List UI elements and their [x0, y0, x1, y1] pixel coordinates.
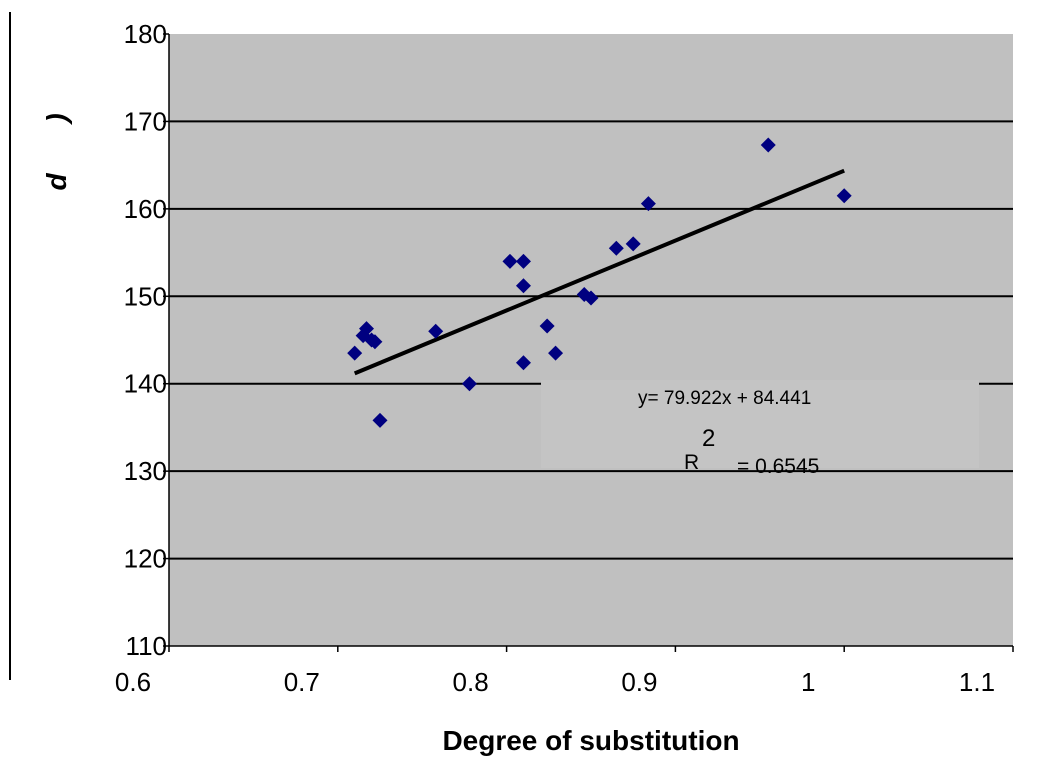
- x-tick-label: 0.6: [115, 667, 151, 697]
- y-tick-label: 110: [126, 631, 167, 661]
- r-squared-value: = 0.6545: [737, 455, 819, 478]
- r-squared-label: R: [684, 451, 699, 474]
- trendline: [353, 168, 845, 376]
- x-tick-label: 0.7: [284, 667, 320, 697]
- plot-area: [169, 34, 1013, 646]
- x-axis-title: Degree of substitution: [442, 725, 739, 756]
- data-point: [836, 188, 852, 204]
- data-point: [625, 236, 641, 252]
- y-tick-label: 120: [124, 544, 167, 574]
- data-point: [640, 196, 656, 212]
- x-tick-label: 1.1: [959, 667, 995, 697]
- data-point: [515, 253, 531, 269]
- data-point: [502, 253, 518, 269]
- data-point: [367, 334, 383, 350]
- y-axis-ticks: 110 120 130 140 150 160 170 180: [124, 19, 169, 661]
- data-point: [515, 278, 531, 294]
- trendline-group: [353, 168, 845, 376]
- r-squared-superscript: 2: [702, 425, 715, 452]
- data-point: [428, 323, 444, 339]
- y-axis-title-part-1: d: [41, 173, 72, 191]
- y-tick-label: 180: [124, 19, 167, 49]
- data-point: [608, 240, 624, 256]
- x-tick-label: 0.8: [453, 667, 489, 697]
- data-point: [372, 412, 388, 428]
- y-tick-label: 130: [124, 456, 167, 486]
- y-tick-label: 140: [124, 369, 167, 399]
- data-point: [583, 290, 599, 306]
- data-point: [461, 376, 477, 392]
- equation-box: [541, 380, 979, 468]
- data-point: [358, 321, 374, 337]
- x-axis-ticks: 0.6 0.7 0.8 0.9 1 1.1: [115, 646, 1014, 697]
- x-tick-label: 0.9: [621, 667, 657, 697]
- y-tick-label: 150: [124, 281, 167, 311]
- data-point: [548, 345, 564, 361]
- y-tick-label: 170: [124, 106, 167, 136]
- data-point: [539, 318, 555, 334]
- trendline-equation: y= 79.922x + 84.441: [638, 388, 811, 409]
- y-axis-title-part-2: ): [41, 113, 72, 125]
- x-tick-label: 1: [801, 667, 815, 697]
- data-points: [347, 137, 852, 428]
- data-point: [347, 345, 363, 361]
- y-tick-label: 160: [124, 194, 167, 224]
- data-point: [760, 137, 776, 153]
- data-point: [515, 355, 531, 371]
